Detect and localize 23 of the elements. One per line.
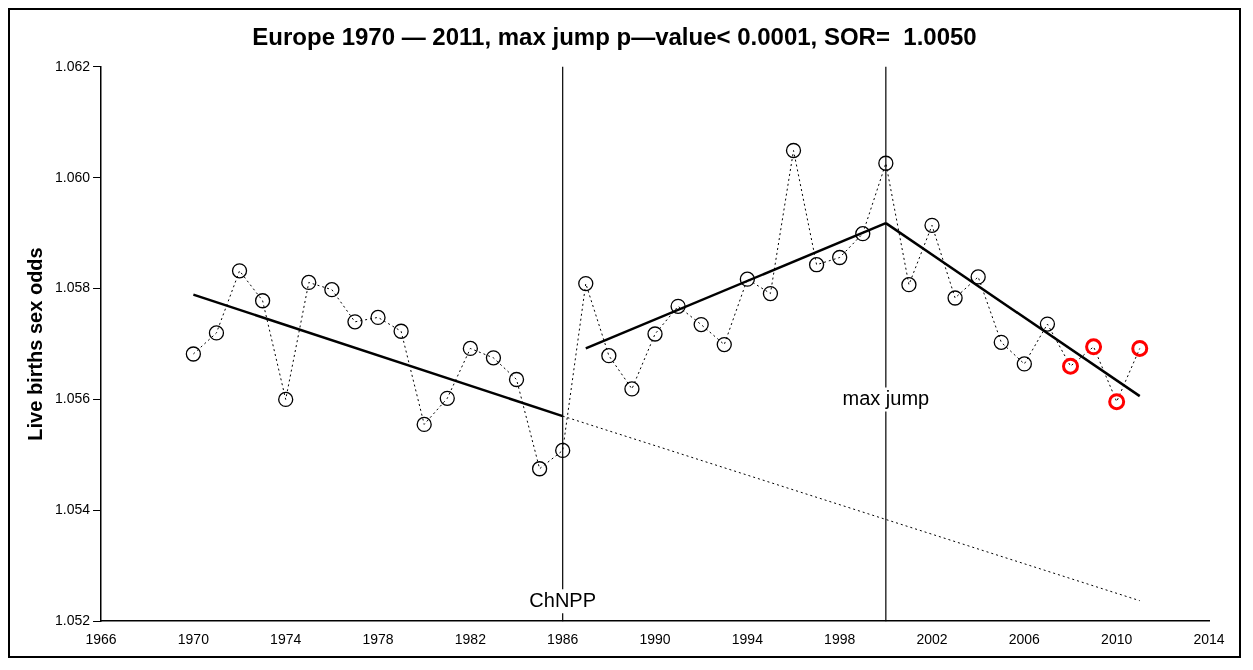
y-tick-label: 1.054 [54, 501, 91, 518]
x-tick-label: 2010 [1101, 631, 1133, 648]
ref-line-label: max jump [842, 386, 930, 409]
x-tick-label: 1994 [731, 631, 764, 648]
x-tick-label: 1998 [824, 631, 856, 648]
x-tick-label: 2014 [1193, 631, 1225, 648]
x-tick-label: 2006 [1008, 631, 1041, 648]
x-tick-label: 1970 [177, 631, 210, 648]
x-tick-label: 1978 [362, 631, 394, 648]
y-axis-title: Live births sex odds [23, 247, 46, 441]
y-tick-label: 1.060 [54, 168, 91, 185]
x-tick-label: 2002 [916, 631, 948, 648]
ref-line-label: ChNPP [529, 588, 597, 611]
x-tick-label: 1990 [639, 631, 671, 648]
chart-title: Europe 1970 — 2011, max jump p—value< 0.0001, SOR= 1.0050 [252, 23, 977, 51]
x-tick-label: 1966 [85, 631, 117, 648]
x-tick-label: 1982 [454, 631, 487, 648]
y-tick-label: 1.062 [54, 57, 91, 74]
y-tick-label: 1.056 [54, 390, 91, 407]
x-tick-label: 1974 [270, 631, 302, 648]
y-tick-label: 1.052 [54, 612, 91, 629]
y-tick-label: 1.058 [54, 279, 91, 296]
x-tick-label: 1986 [547, 631, 579, 648]
